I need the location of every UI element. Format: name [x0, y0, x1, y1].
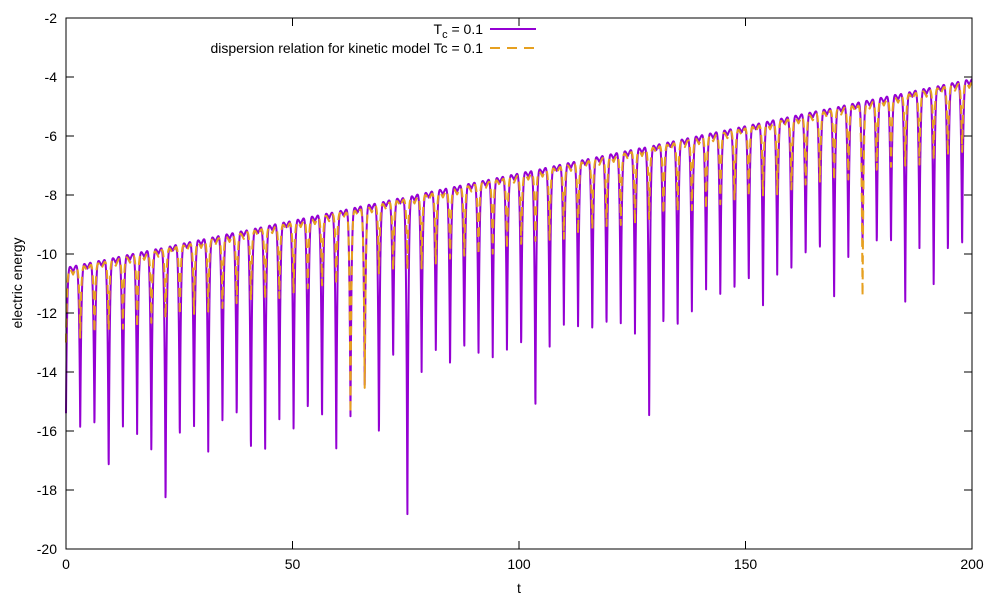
y-axis-title: electric energy — [9, 237, 25, 328]
y-tick-label: -2 — [45, 10, 58, 26]
axis-ticks — [65, 17, 973, 550]
x-tick-label: 150 — [734, 556, 758, 572]
y-tick-label: -18 — [37, 482, 57, 498]
y-tick-label: -10 — [37, 246, 57, 262]
y-tick-label: -14 — [37, 364, 57, 380]
series-line-dispersion — [65, 80, 973, 415]
y-tick-label: -16 — [37, 423, 57, 439]
axis-tick-labels: 0 50 100 150 200 -20 -18 -16 -14 -12 -10 -8 -6 -4 -2 — [37, 10, 984, 572]
x-tick-label: 0 — [62, 556, 70, 572]
legend-label-series-1: Tc = 0.1 — [434, 21, 484, 41]
x-axis-title: t — [517, 580, 521, 596]
legend: Tc = 0.1 dispersion relation for kinetic… — [211, 21, 536, 56]
y-tick-label: -8 — [45, 187, 58, 203]
legend-label-series-2: dispersion relation for kinetic model Tc… — [211, 40, 484, 56]
y-tick-label: -20 — [37, 541, 57, 557]
y-tick-label: -4 — [45, 69, 58, 85]
y-tick-label: -6 — [45, 128, 58, 144]
x-tick-label: 50 — [285, 556, 301, 572]
x-tick-label: 100 — [507, 556, 531, 572]
x-tick-label: 200 — [960, 556, 984, 572]
series-layer — [65, 78, 973, 516]
y-tick-label: -12 — [37, 305, 57, 321]
